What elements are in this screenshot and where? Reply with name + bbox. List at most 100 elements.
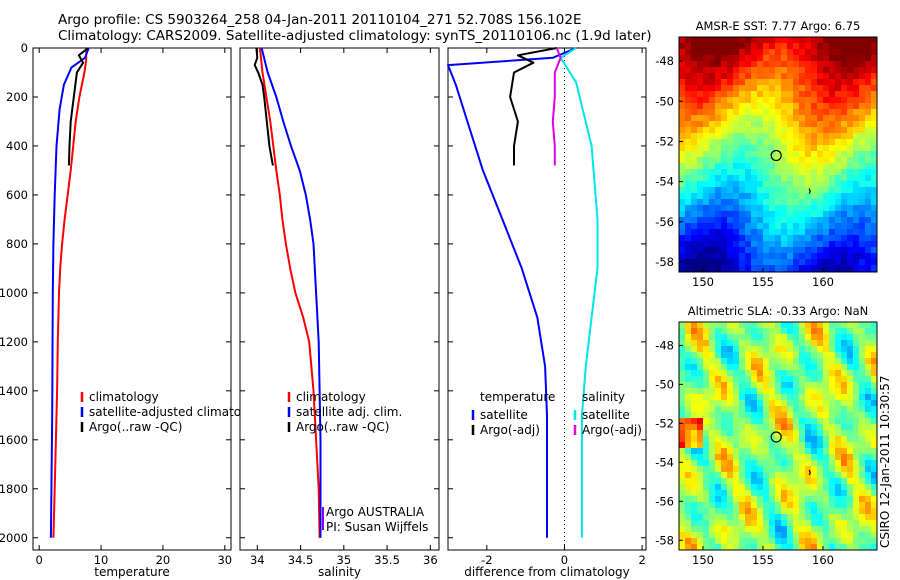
map-cell: [763, 217, 770, 224]
map-cell: [775, 382, 782, 389]
map-cell: [763, 241, 770, 248]
map-cell: [817, 442, 824, 449]
map-cell: [865, 514, 872, 521]
map-cell: [709, 334, 716, 341]
map-cell: [793, 223, 800, 230]
map-cell: [835, 67, 842, 74]
map-cell: [769, 67, 776, 74]
map-cell: [727, 169, 734, 176]
map-cell: [835, 334, 842, 341]
map-cell: [733, 193, 740, 200]
map-cell: [709, 157, 716, 164]
map-cell: [781, 163, 788, 170]
map-cell: [805, 502, 812, 509]
map-cell: [727, 376, 734, 383]
map-cell: [751, 241, 758, 248]
map-cell: [727, 490, 734, 497]
map-cell: [691, 175, 698, 182]
map-cell: [739, 193, 746, 200]
map-cell: [847, 229, 854, 236]
map-cell: [853, 436, 860, 443]
map-cell: [775, 394, 782, 401]
map-cell: [853, 115, 860, 122]
map-cell: [781, 103, 788, 110]
map-cell: [769, 43, 776, 50]
map-cell: [781, 526, 788, 533]
map-cell: [709, 460, 716, 467]
y-tick-label: 1800: [0, 482, 28, 496]
map-cell: [733, 400, 740, 407]
map-cell: [685, 61, 692, 68]
map-cell: [865, 229, 872, 236]
map-cell: [691, 73, 698, 80]
map-cell: [733, 133, 740, 140]
map-cell: [823, 241, 830, 248]
map-cell: [799, 91, 806, 98]
map-cell: [679, 97, 686, 104]
map-cell: [835, 472, 842, 479]
map-cell: [697, 388, 704, 395]
map-cell: [769, 247, 776, 254]
map-cell: [823, 211, 830, 218]
map-cell: [865, 388, 872, 395]
map-cell: [799, 400, 806, 407]
map-cell: [757, 217, 764, 224]
map-cell: [727, 460, 734, 467]
map-cell: [703, 43, 710, 50]
map-cell: [715, 121, 722, 128]
map-cell: [865, 205, 872, 212]
y-tick-label: 0: [21, 41, 28, 55]
map-cell: [793, 37, 800, 44]
map-cell: [733, 454, 740, 461]
map-cell: [733, 388, 740, 395]
map-cell: [745, 133, 752, 140]
map-cell: [733, 412, 740, 419]
map-cell: [757, 502, 764, 509]
map-cell: [817, 436, 824, 443]
map-cell: [829, 406, 836, 413]
map-cell: [865, 43, 872, 50]
map-cell: [721, 514, 728, 521]
map-cell: [829, 37, 836, 44]
map-cell: [793, 229, 800, 236]
map-cell: [679, 514, 686, 521]
map-cell: [685, 229, 692, 236]
map-cell: [733, 235, 740, 242]
map-cell: [709, 109, 716, 116]
map-cell: [829, 448, 836, 455]
map-cell: [871, 211, 877, 218]
map-cell: [829, 532, 836, 539]
map-cell: [715, 43, 722, 50]
map-cell: [685, 370, 692, 377]
map-cell: [865, 442, 872, 449]
map-cell: [691, 133, 698, 140]
map-cell: [775, 217, 782, 224]
map-cell: [835, 151, 842, 158]
map-cell: [685, 121, 692, 128]
map-cell: [793, 163, 800, 170]
map-cell: [811, 514, 818, 521]
map-cell: [847, 253, 854, 260]
map-cell: [841, 430, 848, 437]
map-cell: [835, 364, 842, 371]
map-cell: [769, 109, 776, 116]
map-cell: [769, 193, 776, 200]
map-cell: [751, 490, 758, 497]
map-cell: [823, 358, 830, 365]
map-cell: [757, 151, 764, 158]
map-cell: [853, 496, 860, 503]
map-cell: [757, 322, 764, 329]
map-cell: [847, 400, 854, 407]
map-cell: [745, 187, 752, 194]
map-cell: [829, 109, 836, 116]
map-cell: [793, 508, 800, 515]
map-cell: [709, 259, 716, 266]
map-cell: [829, 61, 836, 68]
map-cell: [781, 430, 788, 437]
map-cell: [733, 370, 740, 377]
map-cell: [775, 358, 782, 365]
map-cell: [853, 61, 860, 68]
map-cell: [685, 79, 692, 86]
map-cell: [811, 91, 818, 98]
map-cell: [841, 394, 848, 401]
